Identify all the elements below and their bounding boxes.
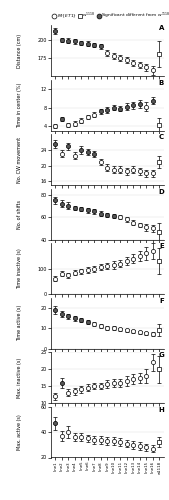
- Y-axis label: Max. active (s): Max. active (s): [17, 414, 22, 450]
- Text: D: D: [158, 189, 164, 195]
- Y-axis label: Time in center (%): Time in center (%): [17, 82, 22, 128]
- Y-axis label: No. of shifts: No. of shifts: [17, 200, 22, 228]
- Text: A: A: [159, 26, 164, 32]
- Text: B: B: [159, 80, 164, 86]
- Legend: $Mi\{ET1\}$, $w^{1118}$, Significant different from $w^{1118}$: $Mi\{ET1\}$, $w^{1118}$, Significant dif…: [51, 9, 169, 23]
- Text: E: E: [159, 244, 164, 250]
- Y-axis label: No. CW movement: No. CW movement: [17, 136, 22, 183]
- Y-axis label: Time inactive (s): Time inactive (s): [17, 248, 22, 289]
- Y-axis label: Max. inactive (s): Max. inactive (s): [17, 358, 22, 398]
- Text: G: G: [158, 352, 164, 358]
- Text: C: C: [159, 134, 164, 140]
- Text: F: F: [159, 298, 164, 304]
- Y-axis label: Time active (s): Time active (s): [17, 305, 22, 342]
- Text: H: H: [158, 407, 164, 413]
- Y-axis label: Distance (cm): Distance (cm): [17, 34, 22, 68]
